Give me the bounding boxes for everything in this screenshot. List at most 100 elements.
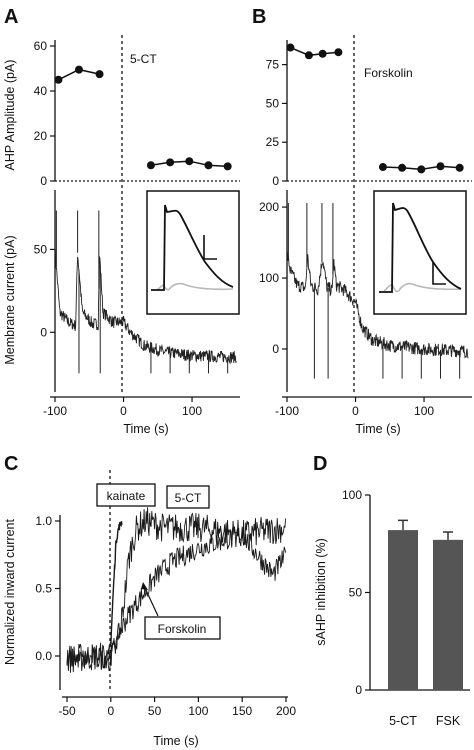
panel-a-bottom-y-tick-label: 0	[40, 325, 47, 339]
panel-c-5ct-label: 5-CT	[175, 491, 202, 505]
panel-c-y-tick-label: 0.0	[35, 649, 52, 663]
panel-b-top-data-point	[318, 49, 327, 58]
panel-b-bottom-y-tick-label: 0	[272, 342, 279, 356]
panel-c-ylabel: Normalized inward current	[3, 519, 17, 665]
panel-b-bottom-x-tick-label: -100	[275, 404, 299, 418]
panel-a-drug-label: 5-CT	[130, 52, 157, 66]
panel-c-5ct-box	[166, 485, 210, 509]
panel-b: 0 25 50 75 0 100 200 -100 0 100 Forskolin Time (…	[259, 35, 472, 436]
panel-d-bar-plot: 0 50 100 5-CT FSK	[342, 488, 470, 728]
panel-b-bottom-y-tick-label: 100	[259, 271, 279, 285]
panel-a-bottom-y-tick-label: 50	[34, 242, 48, 256]
panel-b-amplitude-plot: 0 25 50 75	[266, 40, 464, 188]
panel-b-bottom-y-tick-label: 200	[259, 200, 279, 214]
panel-c-x-tick-label: 0	[107, 704, 114, 718]
panel-b-top-y-tick-label: 50	[266, 96, 280, 110]
panel-a-inset-scale-bar	[203, 235, 217, 260]
panel-a-bottom-x-tick-label: 100	[182, 404, 202, 418]
panel-a-xlabel: Time (s)	[123, 422, 168, 436]
panel-letter-a: A	[4, 6, 18, 28]
panel-c-x-tick-label: -50	[58, 704, 76, 718]
panel-c-kainate-label: kainate	[107, 489, 146, 503]
panel-c-forskolin-arrowhead	[141, 582, 148, 590]
panel-d-category-label: FSK	[436, 714, 461, 728]
panel-b-top-data-point	[398, 163, 407, 172]
panel-b-top-data-point	[286, 43, 295, 52]
panel-b-bottom-x-tick-label: 100	[414, 404, 434, 418]
panel-d-y-tick-label: 0	[355, 683, 362, 697]
panel-b-drug-label: Forskolin	[364, 66, 413, 80]
panel-c-kainate-box	[96, 483, 156, 507]
panel-a-bottom-ylabel: Membrane current (pA)	[3, 235, 17, 364]
panel-a-inset-frame	[146, 190, 240, 315]
panel-c-trace-5ct	[66, 507, 287, 673]
panel-d-ylabel: sAHP inhibition (%)	[314, 538, 328, 645]
panel-b-inset-trace-drug	[379, 202, 462, 293]
panel-a-bottom-trace	[54, 249, 237, 365]
panel-b-top-data-point	[436, 162, 445, 171]
panel-letter-c: C	[4, 453, 18, 475]
panel-d-category-label: 5-CT	[389, 714, 417, 728]
panel-b-top-data-point	[455, 163, 464, 172]
panel-a-top-data-point	[185, 157, 194, 166]
panel-letter-d: D	[313, 453, 327, 475]
panel-a-amplitude-plot: 0 20 40 60	[34, 39, 232, 188]
panel-b-xlabel: Time (s)	[355, 422, 400, 436]
panel-b-bottom-x-tick-label: 0	[352, 404, 359, 418]
panel-b-top-data-point	[417, 165, 426, 174]
panel-a: 0 20 40 60 0 50 -100 0 100 5-CT AHP Amplitude (…	[3, 35, 240, 436]
panel-c-trace-forskolin	[66, 526, 287, 670]
panel-a-top-data-point	[74, 65, 83, 74]
panel-a-top-y-tick-label: 0	[40, 174, 47, 188]
panel-c-x-tick-label: 50	[148, 704, 162, 718]
panel-a-bottom-x-tick-label: -100	[43, 404, 67, 418]
panel-b-current-plot: 0 100 200 -100 0 100	[259, 190, 472, 418]
panel-d-bar	[433, 539, 463, 690]
panel-b-top-y-tick-label: 25	[266, 135, 280, 149]
panel-c-forskolin-box	[144, 616, 221, 640]
panel-a-top-data-point	[54, 75, 63, 84]
panel-c: 0.0 0.5 1.0 -50 0 50 100 150 200 Normalized inwa…	[3, 470, 296, 748]
panel-c-xlabel: Time (s)	[153, 734, 198, 748]
panel-c-x-tick-label: 200	[276, 704, 296, 718]
panel-b-top-y-tick-label: 0	[272, 174, 279, 188]
panel-a-inset	[146, 190, 240, 315]
panel-c-forskolin-pointer	[144, 587, 159, 617]
panel-c-x-tick-label: 150	[232, 704, 252, 718]
panel-b-inset-frame	[373, 190, 467, 315]
panel-a-top-data-point	[146, 161, 155, 170]
panel-c-x-tick-label: 100	[188, 704, 208, 718]
panel-letter-b: B	[252, 6, 266, 28]
panel-a-top-ylabel: AHP Amplitude (pA)	[3, 60, 17, 171]
panel-d-bar	[388, 530, 418, 690]
panel-c-trace-kainate	[107, 521, 123, 655]
panel-a-top-y-tick-label: 40	[34, 84, 48, 98]
panel-d-y-tick-label: 100	[342, 488, 362, 502]
panel-c-y-tick-label: 1.0	[35, 514, 52, 528]
panel-a-top-data-point	[166, 158, 175, 167]
panel-c-y-tick-label: 0.5	[35, 582, 52, 596]
panel-b-top-y-tick-label: 75	[266, 58, 280, 72]
panel-a-top-data-point	[223, 162, 232, 171]
panel-a-inset-trace-drug	[151, 204, 234, 291]
panel-b-top-data-point	[378, 163, 387, 172]
panel-b-top-data-point	[304, 51, 313, 60]
panel-b-inset-trace-control	[383, 282, 462, 293]
panel-b-inset	[373, 190, 467, 315]
panel-b-inset-scale-bar	[432, 262, 446, 285]
panel-d-y-tick-label: 50	[349, 586, 363, 600]
panel-a-current-plot: 0 50 -100 0 100	[34, 190, 240, 418]
panel-a-top-data-point	[95, 70, 104, 79]
panel-a-top-y-tick-label: 60	[34, 39, 48, 53]
panel-c-plot: 0.0 0.5 1.0 -50 0 50 100 150 200	[35, 507, 296, 718]
panel-b-bottom-trace	[286, 249, 469, 359]
panel-a-inset-trace-control	[156, 282, 234, 291]
panel-b-top-data-point	[334, 48, 343, 57]
panel-d: 0 50 100 5-CT FSK sAHP inhibition (%)	[314, 488, 470, 728]
panel-a-bottom-x-tick-label: 0	[120, 404, 127, 418]
panel-c-forskolin-label: Forskolin	[158, 622, 207, 636]
panel-a-top-y-tick-label: 20	[34, 129, 48, 143]
panel-b-top-series-line	[290, 46, 339, 57]
panel-a-top-data-point	[204, 161, 213, 170]
